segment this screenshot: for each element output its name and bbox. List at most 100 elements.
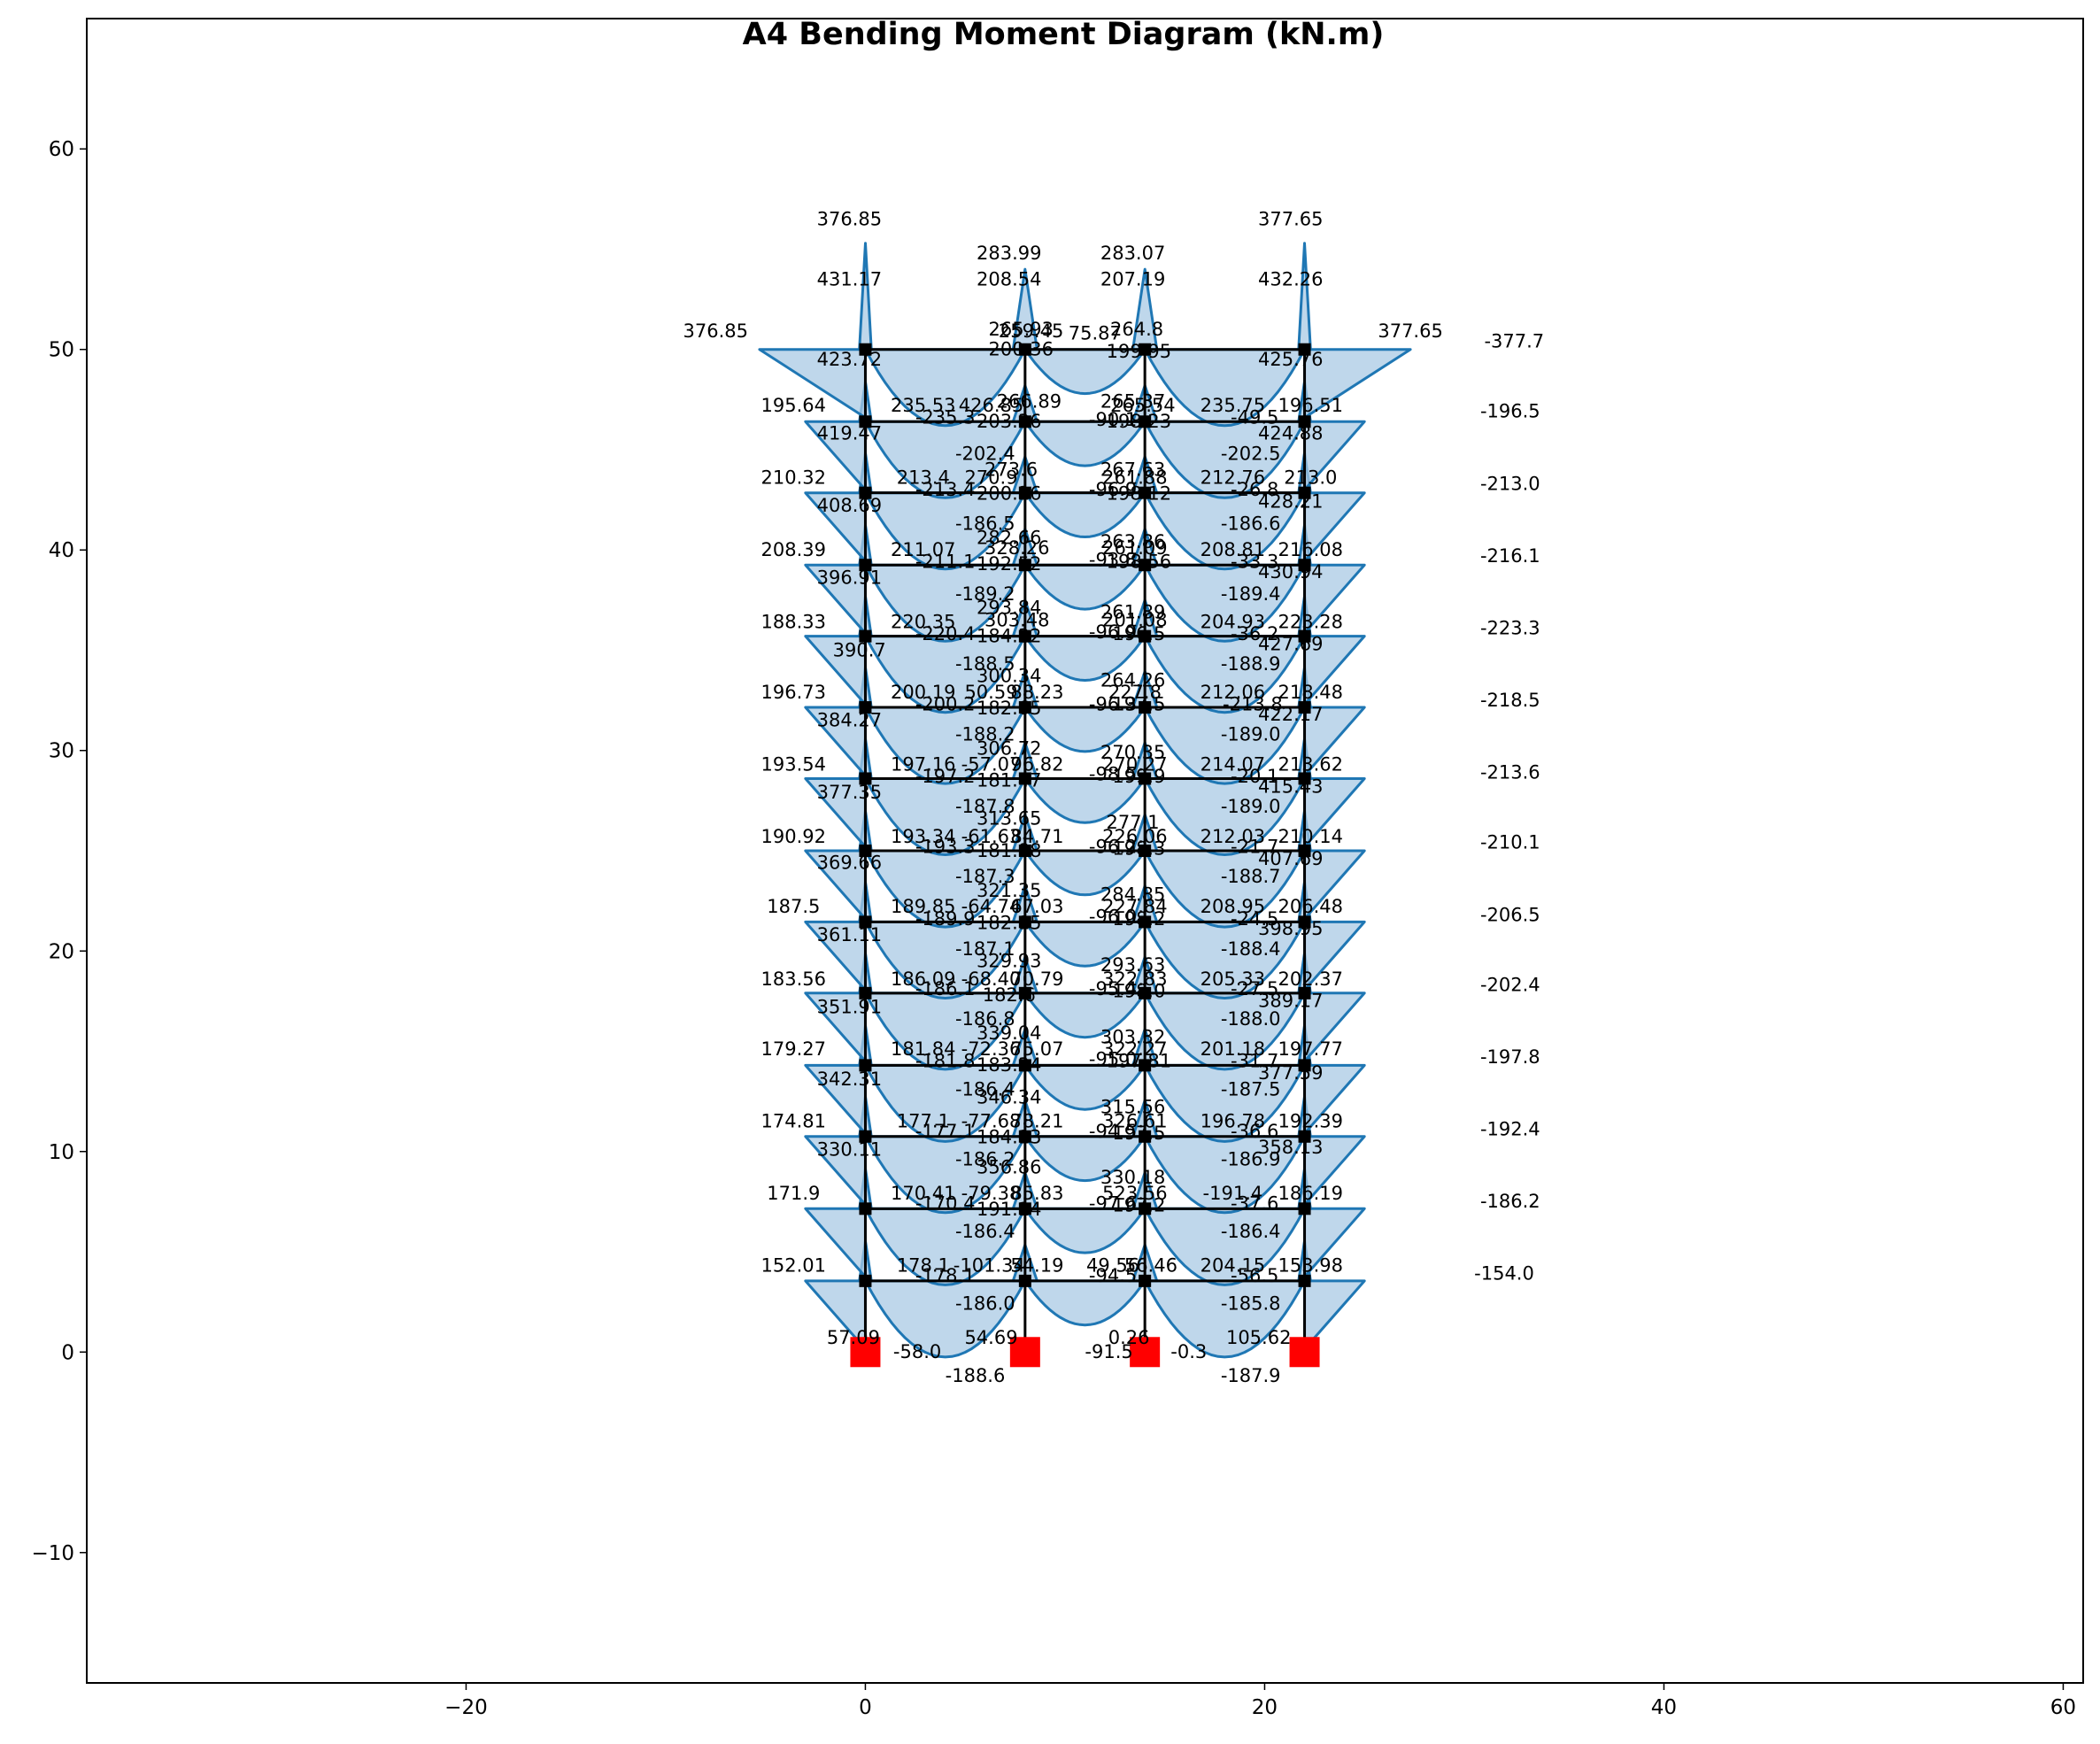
moment-value-label: -186.4 [955,1078,1015,1100]
moment-value-label: 190.92 [761,826,826,847]
moment-value-label: 198.0 [1112,980,1165,1001]
frame-node [1139,915,1152,929]
moment-value-label: 389.17 [1258,991,1323,1012]
fixed-support [1289,1337,1320,1368]
frame-node [1139,1130,1152,1143]
moment-value-label: 398.95 [1258,918,1323,939]
moment-value-label: -64.74 [961,896,1022,917]
moment-value-label: -98.5 [1089,764,1137,785]
moment-value-label: 283.99 [977,243,1041,264]
moment-value-label: 206.48 [1278,896,1343,917]
moment-value-label: 315.56 [1100,1097,1165,1118]
moment-value-label: 264.26 [1100,669,1165,691]
moment-value-label: 376.85 [817,208,882,229]
frame-node [1018,986,1031,999]
moment-value-label: 198.2 [1112,908,1165,930]
moment-value-label: 212.03 [1201,826,1265,847]
moment-value-label: -101.34 [953,1255,1025,1277]
moment-value-label: 174.81 [761,1111,826,1132]
moment-value-label: -93.8 [1089,549,1137,570]
moment-parabola-bay2 [1023,563,1147,611]
moment-value-label: 270.35 [1100,742,1165,763]
moment-parabola-bay2 [1023,491,1147,538]
moment-value-label: -170.4 [915,1192,976,1214]
moment-value-label: -202.5 [1221,443,1281,464]
moment-value-label: 200.26 [977,483,1041,505]
moment-value-label: 192.52 [977,553,1041,575]
moment-value-label: -187.3 [955,866,1015,887]
frame-node [1139,1059,1152,1072]
frame-node [1298,343,1311,356]
moment-value-label: 326.61 [1102,1111,1167,1132]
moment-parabola-bay3 [1143,920,1306,999]
moment-value-label: -213.6 [1480,762,1540,783]
moment-value-label: 197.81 [1107,1051,1171,1072]
moment-value-label: -56.5 [1231,1265,1278,1286]
moment-value-label: 200.36 [989,339,1054,360]
y-tick-label: 40 [49,539,74,562]
frame-node [1139,415,1152,428]
moment-value-label: 263.86 [1100,531,1165,552]
moment-value-label: 210.14 [1278,826,1343,847]
moment-value-label: 303.48 [984,609,1049,630]
moment-parabola-bay2 [1023,1063,1147,1111]
frame-node [859,986,872,999]
moment-value-label: 54.19 [1010,1255,1063,1277]
moment-value-label: 198.3 [1112,838,1165,860]
moment-value-label: -189.9 [915,908,976,930]
moment-value-label: 183.34 [977,1054,1041,1076]
moment-value-label: -187.9 [1221,1365,1281,1386]
frame-node [1298,1274,1311,1287]
moment-value-label: -223.3 [1480,617,1540,638]
moment-value-label: 186.09 [891,968,955,990]
moment-value-label: -189.4 [1221,583,1281,605]
moment-value-label: 223.28 [1278,612,1343,633]
moment-value-label: -24.5 [1231,908,1278,930]
x-axis-ticks: −20 0 20 40 60 [444,1683,2076,1719]
moment-value-label: 197.2 [1112,1195,1165,1216]
moment-value-label: 356.86 [977,1157,1041,1178]
moment-value-label: 170.41 [891,1183,955,1204]
moment-value-label: -186.5 [955,513,1015,535]
moment-value-label: -20.1 [1231,766,1278,787]
moment-value-label: -220.4 [915,623,976,644]
moment-parabola-bay1 [864,1063,1027,1143]
moment-value-label: 197.77 [1278,1038,1343,1060]
moment-value-label: 384.27 [817,710,882,731]
moment-value-label: 266.89 [997,390,1062,412]
frame-node [1018,915,1031,929]
moment-parabola-bay3 [1143,777,1306,856]
moment-value-label: 198.12 [1107,483,1171,505]
x-tick-label: 0 [859,1696,872,1719]
moment-value-label: -96.9 [1089,479,1137,500]
moment-value-label: -27.5 [1231,978,1278,999]
moment-value-label: 212.76 [1201,467,1265,489]
moment-value-label: 201.18 [1201,1038,1265,1060]
frame-node [1139,486,1152,499]
moment-value-label: 182.6 [983,984,1036,1006]
moment-value-label: 265.54 [1110,395,1175,416]
moment-value-label: 183.56 [761,968,826,990]
moment-value-label: 186.19 [1278,1183,1343,1204]
moment-parabola-bay3 [1143,849,1306,929]
moment-value-label: -206.5 [1480,904,1540,925]
moment-value-label: 408.69 [817,495,882,516]
moment-value-label: -96.2 [1089,836,1137,857]
frame-node [1018,629,1031,643]
moment-parabola-bay1 [864,563,1027,643]
moment-value-label: -186.0 [955,1293,1015,1315]
fixed-support [1130,1337,1161,1368]
moment-value-label: 377.65 [1378,320,1442,342]
moment-parabola-bay3 [1143,348,1306,428]
moment-value-label: 425.76 [1258,349,1323,370]
frame-node [859,915,872,929]
moment-parabola-bay2 [1023,348,1147,396]
moment-value-label: -191.4 [1203,1183,1263,1204]
frame-node [859,629,872,643]
moment-parabola-bay3 [1143,563,1306,643]
y-tick-label: 50 [49,339,74,362]
frame-node [1298,559,1311,572]
moment-value-label: 376.85 [683,320,748,342]
moment-value-label: 396.91 [817,567,882,589]
moment-value-label: 196.73 [761,682,826,703]
